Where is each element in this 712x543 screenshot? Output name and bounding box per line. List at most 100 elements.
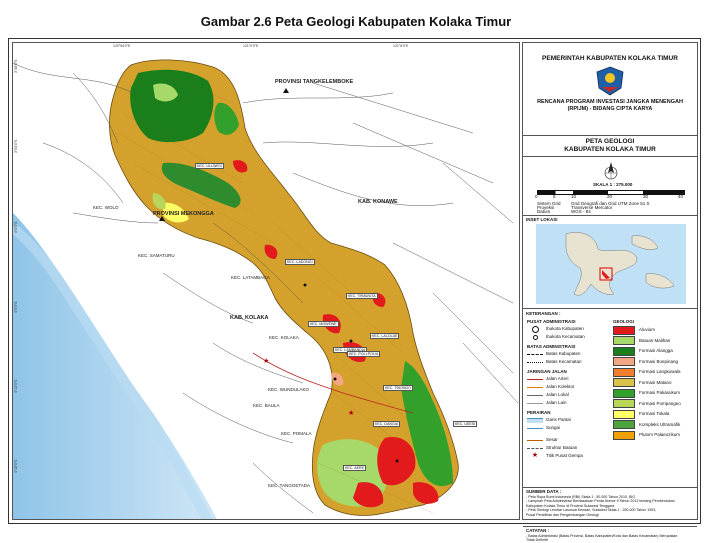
kec-box-dangia[interactable]: KEC. DANGIA [373,421,401,427]
inset-title: INSET LOKASI [526,217,558,222]
geologi-item: Kompleks Ultramafik [613,420,697,431]
geo-aluvium-south-2 [353,482,384,508]
jalan-kolektor-label: Jalan Kolektor [546,384,575,389]
sungai-label: Sungai [546,425,561,430]
kec-box-tirawuta[interactable]: KEC. TIRAWUTA [346,293,378,299]
label-kec-tanggetada: KEC. TANGGETADA [268,483,311,488]
coord-top-1: 120°54'0"E [113,44,131,48]
map-area[interactable]: ★ ★ 120°54'0"E 121°0'0"E 121°6'0"E 3°48'… [12,42,520,520]
geo-malihan-1 [153,83,178,102]
pusat-title: PUSAT ADMINISTRASI [527,319,576,324]
geologi-swatch [613,399,635,409]
sumber-line: - Peta Rupa Bumi Indonesia (RBI) Skala 1… [526,495,636,499]
keterangan-title: KETERANGAN : [526,311,561,316]
sesar-label: Sesar [546,437,558,442]
kec-dot-1 [303,283,307,287]
map-frame [8,38,701,524]
scale-tick-5: 40 [678,194,684,199]
geologi-label: Formasi Pompangeo [639,400,681,406]
scale-bar [537,190,685,195]
catatan-line: - Batas Administrasi (Batas Provinsi, Ba… [526,534,678,538]
jalan-title: JARINGAN JALAN [527,369,567,374]
kec-box-uluiwoi[interactable]: KEC. ULUIWOI [195,163,224,169]
legend-org: PEMERINTAH KABUPATEN KOLAKA TIMUR [542,55,678,62]
legend-sesar: Sesar [527,436,609,444]
legend-catatan: CATATAN : - Batas Administrasi (Batas Pr… [523,527,697,543]
geo-aluvium-south-3 [413,482,439,504]
label-kec-samaturu: KEC. SAMATURU [138,253,175,258]
coord-left-1: 3°48'0"S [14,59,18,73]
geo-aluvium-1 [233,160,248,173]
coord-top-3: 121°6'0"E [393,44,409,48]
label-kab-konawe: KAB. KONAWE [358,199,398,205]
coord-left-2: 3°54'0"S [14,139,18,153]
legend-geologi-col: GEOLOGI Aluvium Batuan Malihan Formasi Ala… [613,319,697,441]
kec-box-mowewe[interactable]: KEC. MOWEWE [308,321,339,327]
kec-dot-2 [349,339,353,343]
legend-garis-pantai: Garis Pantai [527,416,609,424]
proj-k-0: Sistem Grid [537,201,561,206]
kec-box-lalolae[interactable]: KEC. LALOLAE [370,333,400,339]
main-road [252,352,414,414]
proj-v-1: Transverse Mercator [571,205,613,210]
geologi-swatch [613,430,635,440]
scale-tick-0: 0 [535,194,538,199]
kec-box-ladongi[interactable]: KEC. LADONGI [285,259,315,265]
batas-kab-label: Batas Kabupaten [546,351,581,356]
struktur-label: Struktur Batuan [546,445,578,450]
coord-left-5: 4°12'0"S [14,379,18,393]
sumber-line: - Lampiran Peta Administrasi Berdasarkan… [526,499,675,504]
fault-lines [13,62,519,514]
projection-table: Sistem Grid Grid Geografi dan Grid UTM Zo… [537,201,650,215]
jalan-lokal-label: Jalan Lokal [546,392,569,397]
geologi-label: Formasi Alangga [639,348,673,354]
geo-pakasukum-south [401,361,453,487]
kec-box-aere[interactable]: KEC. AERE [343,465,366,471]
jalan-lain-label: Jalan Lain [546,400,567,405]
map-title-1: PETA GEOLOGI [585,138,635,145]
proj-v-0: Grid Geografi dan Grid UTM Zone 51 S [571,201,650,206]
geologi-label: Formasi Matano [639,379,672,385]
geologi-swatch [613,325,635,335]
geologi-item: Formasi Tokala [613,409,697,420]
sumber-line: Pusat Penelitian dan Pengembangan Geolog… [526,512,599,517]
geologi-item: Plutom Palaeozikum [613,430,697,441]
catatan-line: Tidak Definitif [526,538,548,543]
perairan-title: PERAIRAN [527,410,551,415]
scale-tick-4: 30 [643,194,649,199]
geologi-label: Formasi Tokala [639,411,670,417]
geologi-label: Formasi Langkowala [639,369,681,375]
batas-title: BATAS ADMINISTRASI [527,344,576,349]
geologi-swatch [613,346,635,356]
label-kec-pomala: KEC. POMALA [281,431,312,436]
geologi-list: Aluvium Batuan Malihan Formasi Alangga Form… [613,325,697,441]
proj-v-2: WGS - 84 [571,209,591,214]
geologi-swatch [613,378,635,388]
gempa-star-icon: ★ [531,452,539,459]
legend-batas-kab: Batas Kabupaten [527,350,609,358]
legend-keterangan: KETERANGAN : PUSAT ADMINISTRASI Ibukota … [523,309,697,488]
legend-batas-kec: Batas Kecamatan [527,358,609,366]
kec-box-ueesi[interactable]: KEC. UEESI [453,421,478,427]
geologi-item: Aluvium [613,325,697,336]
peak-triangle-2 [159,216,165,221]
legend-ibukota-kab: Ibukota Kabupaten [527,325,609,333]
geologi-item: Formasi Langkowala [613,367,697,378]
legend-panel: PEMERINTAH KABUPATEN KOLAKA TIMUR RENCAN… [522,42,698,542]
ibukota-kab-label: Ibukota Kabupaten [546,326,584,331]
map-title-2: KABUPATEN KOLAKA TIMUR [564,146,656,153]
inset-map [536,224,686,304]
scale-label: SKALA 1 : 275.000 [593,182,633,187]
kec-box-tinondo[interactable]: KEC. TINONDO [383,385,413,391]
legend-program-2: (RPIJM) - BIDANG CIPTA KARYA [567,106,653,112]
legend-header: PEMERINTAH KABUPATEN KOLAKA TIMUR RENCAN… [523,55,697,136]
proj-k-2: Datum [537,209,551,214]
sumber-line: - Peta Geologi Lembar Lasusua Kendari, S… [526,508,657,513]
coast-band [13,224,213,519]
coord-left-6: 4°18'0"S [14,459,18,473]
jalan-arteri-label: Jalan Arteri [546,376,569,381]
geologi-label: Batuan Malihan [639,337,671,343]
kec-box-poli[interactable]: KEC. POLI-POLIA [347,351,381,357]
legend-left-col: PUSAT ADMINISTRASI Ibukota Kabupaten Ibu… [527,319,609,460]
geologi-item: Formasi Pompangeo [613,399,697,410]
